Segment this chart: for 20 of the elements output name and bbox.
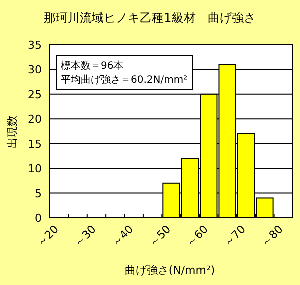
y-tick-label: 5 [35,187,42,200]
y-axis-title: 出現数 [6,116,19,148]
x-tick-label: ～20 [34,222,62,250]
x-tick-label: ～40 [109,222,136,250]
y-tick-label: 0 [35,212,42,225]
x-tick-label: ～70 [222,222,248,250]
y-tick-label: 35 [28,39,42,52]
y-tick-label: 25 [28,88,42,102]
x-tick-label: ～80 [258,222,286,250]
x-tick-label: ～50 [146,222,174,250]
x-tick-label: ～60 [184,222,212,250]
y-tick-label: 15 [28,138,42,151]
x-tick-label: ～30 [72,222,99,250]
y-tick-label: 30 [28,64,42,77]
chart-title: 那珂川流域ヒノキ乙種1級材 曲げ強さ [44,11,256,25]
y-tick-label: 10 [28,162,42,176]
annotation: 平均曲げ強さ＝60.2N/mm² [61,74,188,86]
x-axis-title: 曲げ強さ(N/mm²) [124,264,216,277]
annotation: 標本数＝96本 [61,60,124,72]
y-tick-label: 20 [28,113,42,126]
